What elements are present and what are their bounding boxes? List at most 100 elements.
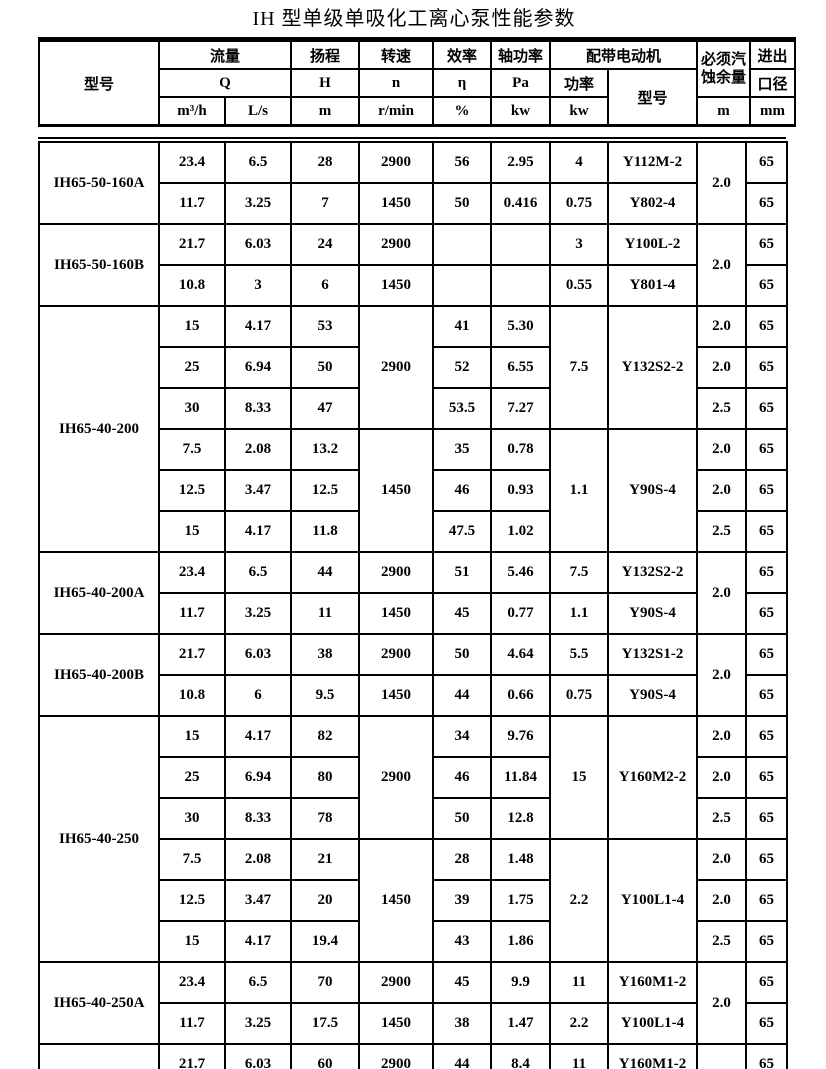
efficiency-cell: 56 xyxy=(432,141,492,184)
shaft-power-cell: 7.27 xyxy=(490,387,551,430)
header-flow-symbol: Q xyxy=(157,68,293,98)
header-motor-power-unit: kw xyxy=(549,96,610,127)
motor-power-cell: 2.2 xyxy=(549,1002,609,1045)
flow-m3h-cell: 10.8 xyxy=(158,264,226,307)
head-cell: 60 xyxy=(290,1043,360,1069)
table-row: IH65-40-200B 21.7 6.03 38 2900 50 4.64 5.5 Y132S… xyxy=(38,633,788,717)
table-row: 15 4.17 11.8 47.5 1.02 2.5 65 xyxy=(39,510,788,553)
shaft-power-cell: 0.77 xyxy=(490,592,551,635)
head-cell: 44 xyxy=(290,551,360,594)
head-cell: 17.5 xyxy=(290,1002,360,1045)
efficiency-cell: 50 xyxy=(432,182,492,225)
flow-m3h-cell: 23.4 xyxy=(158,551,226,594)
shaft-power-cell: 8.4 xyxy=(490,1043,551,1069)
npsh-cell: 2.0 xyxy=(696,141,747,225)
motor-power-cell: 2.2 xyxy=(549,838,609,963)
table-row: IH65-40-250 15 4.17 82 2900 34 9.76 15 Y160M2-2 2… xyxy=(38,715,788,963)
motor-model-cell: Y132S2-2 xyxy=(607,305,698,430)
efficiency-cell xyxy=(432,223,492,266)
head-cell: 11 xyxy=(290,592,360,635)
table-row: IH65-40-200A 23.4 6.5 44 2900 51 5.46 7.5 Y132S2… xyxy=(38,551,788,635)
port-diameter-cell: 65 xyxy=(745,961,788,1004)
efficiency-cell: 38 xyxy=(432,1002,492,1045)
efficiency-cell: 28 xyxy=(432,838,492,881)
table-row: 25 6.94 80 46 11.84 2.0 65 xyxy=(39,756,788,799)
table-row: 25 6.94 50 52 6.55 2.0 65 xyxy=(39,346,788,389)
shaft-power-cell: 1.47 xyxy=(490,1002,551,1045)
flow-ls-cell: 8.33 xyxy=(224,387,292,430)
head-cell: 11.8 xyxy=(290,510,360,553)
motor-power-cell: 11 xyxy=(549,961,609,1004)
speed-cell: 1450 xyxy=(358,428,434,553)
shaft-power-cell: 1.86 xyxy=(490,920,551,963)
header-flow-unit-m3h: m³/h xyxy=(158,96,226,127)
flow-m3h-cell: 7.5 xyxy=(158,838,226,881)
npsh-cell: 2.0 xyxy=(696,633,747,717)
motor-power-cell: 11 xyxy=(549,1043,609,1069)
shaft-power-cell: 2.95 xyxy=(490,141,551,184)
speed-cell: 1450 xyxy=(358,264,434,307)
flow-ls-cell: 4.17 xyxy=(224,715,292,758)
header-head-unit: m xyxy=(290,96,361,127)
shaft-power-cell: 5.46 xyxy=(490,551,551,594)
flow-m3h-cell: 15 xyxy=(158,305,226,348)
spec-table-header: 型号 流量 扬程 转速 效率 轴功率 配带电动机 必须汽 蚀余量 进出 Q H … xyxy=(38,37,797,127)
speed-cell: 2900 xyxy=(358,1043,434,1069)
pump-model-cell: IH65-40-250A xyxy=(38,961,160,1045)
efficiency-cell: 46 xyxy=(432,756,492,799)
efficiency-cell: 46 xyxy=(432,469,492,512)
motor-power-cell: 15 xyxy=(549,715,609,840)
flow-ls-cell: 6.03 xyxy=(224,633,292,676)
table-row: 10.8 6 9.5 1450 44 0.66 0.75 Y90S-4 65 xyxy=(39,674,788,717)
flow-ls-cell: 6.03 xyxy=(224,223,292,266)
motor-power-cell: 0.75 xyxy=(549,674,609,717)
head-cell: 78 xyxy=(290,797,360,840)
npsh-cell: 2.5 xyxy=(696,797,747,840)
head-cell: 53 xyxy=(290,305,360,348)
head-cell: 50 xyxy=(290,346,360,389)
flow-m3h-cell: 23.4 xyxy=(158,961,226,1004)
npsh-cell: 2.0 xyxy=(696,346,747,389)
header-ports-unit: mm xyxy=(749,96,797,127)
header-speed-symbol: n xyxy=(358,68,435,98)
motor-model-cell: Y801-4 xyxy=(607,264,698,307)
header-ports-line1: 进出 xyxy=(749,38,797,70)
table-row: IH65-50-160A 23.4 6.5 28 2900 56 2.95 4 Y112M-2 2… xyxy=(38,141,788,225)
flow-ls-cell: 4.17 xyxy=(224,920,292,963)
spec-table: IH65-50-160A 23.4 6.5 28 2900 56 2.95 4 Y112M-2 2… xyxy=(38,141,788,1069)
port-diameter-cell: 65 xyxy=(745,387,788,430)
header-ports-line2: 口径 xyxy=(749,68,797,98)
pump-model-cell: IH65-40-200A xyxy=(38,551,160,635)
flow-ls-cell: 3 xyxy=(224,264,292,307)
flow-m3h-cell: 11.7 xyxy=(158,1002,226,1045)
motor-model-cell: Y112M-2 xyxy=(607,141,698,184)
header-shaft-power: 轴功率 xyxy=(490,38,552,70)
motor-model-cell: Y100L1-4 xyxy=(607,838,698,963)
flow-m3h-cell: 30 xyxy=(158,387,226,430)
npsh-cell: 2.5 xyxy=(696,387,747,430)
spec-table-body-wrap: IH65-50-160A 23.4 6.5 28 2900 56 2.95 4 Y112M-2 2… xyxy=(38,137,788,1069)
flow-ls-cell: 3.25 xyxy=(224,592,292,635)
table-row: 15 4.17 19.4 43 1.86 2.5 65 xyxy=(39,920,788,963)
npsh-cell: 2.0 xyxy=(696,1043,747,1069)
header-npsh: 必须汽 蚀余量 xyxy=(696,38,752,98)
header-row-1: 型号 流量 扬程 转速 效率 轴功率 配带电动机 必须汽 蚀余量 进出 xyxy=(38,38,797,127)
shaft-power-cell: 1.02 xyxy=(490,510,551,553)
efficiency-cell: 39 xyxy=(432,879,492,922)
flow-ls-cell: 6.5 xyxy=(224,551,292,594)
port-diameter-cell: 65 xyxy=(745,141,788,184)
flow-m3h-cell: 10.8 xyxy=(158,674,226,717)
efficiency-cell: 51 xyxy=(432,551,492,594)
port-diameter-cell: 65 xyxy=(745,756,788,799)
pump-model-cell: IH65-40-250B xyxy=(38,1043,160,1069)
speed-cell: 2900 xyxy=(358,715,434,840)
shaft-power-cell: 0.66 xyxy=(490,674,551,717)
flow-m3h-cell: 12.5 xyxy=(158,879,226,922)
npsh-cell: 2.5 xyxy=(696,510,747,553)
flow-m3h-cell: 30 xyxy=(158,797,226,840)
head-cell: 9.5 xyxy=(290,674,360,717)
motor-power-cell: 7.5 xyxy=(549,551,609,594)
flow-m3h-cell: 15 xyxy=(158,715,226,758)
head-cell: 28 xyxy=(290,141,360,184)
pump-model-cell: IH65-50-160B xyxy=(38,223,160,307)
